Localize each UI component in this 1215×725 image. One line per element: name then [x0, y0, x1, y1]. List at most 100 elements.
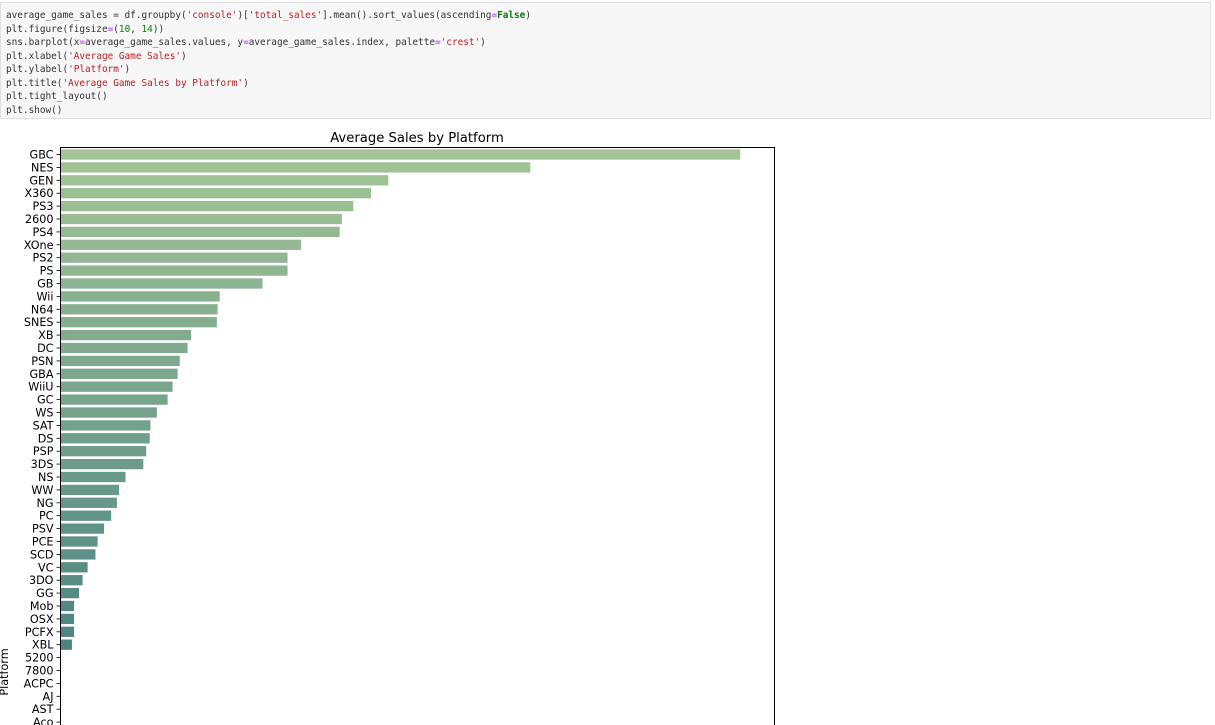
plot-frame [60, 147, 775, 725]
bars-group [60, 149, 741, 650]
code-line: sns.barplot(x=average_game_sales.values,… [6, 36, 1205, 50]
bar-3do [60, 575, 83, 586]
y-tick-label: NG [36, 497, 53, 510]
code-token: 'Average Game Sales by Platform' [62, 77, 244, 89]
y-axis-ticks: GBCNESGENX360PS32600PS4XOnePS2PSGBWiiN64… [24, 149, 61, 725]
code-token: 'Average Game Sales' [68, 50, 181, 62]
code-token: = [243, 37, 249, 48]
y-tick-label: AJ [43, 690, 54, 703]
y-tick-label: Aco [33, 716, 54, 725]
y-tick-label: GC [37, 394, 54, 407]
y-tick-label: PCFX [25, 626, 54, 639]
y-tick-label: PS [40, 265, 54, 278]
bar-gen [60, 175, 389, 186]
bar-nes [60, 162, 531, 173]
code-line: plt.xlabel('Average Game Sales') [6, 50, 1205, 64]
bar-snes [60, 317, 217, 328]
y-tick-label: WW [31, 484, 53, 497]
code-token: = [491, 10, 498, 21]
y-tick-label: 7800 [25, 665, 53, 678]
bar-xone [60, 239, 302, 250]
code-token: 'console' [186, 10, 238, 21]
y-tick-label: GBC [30, 149, 54, 162]
y-tick-label: XB [38, 329, 53, 342]
bar-gg [60, 587, 80, 599]
code-line: plt.ylabel('Platform') [6, 63, 1205, 77]
y-tick-label: PC [39, 510, 54, 523]
y-tick-label: AST [32, 703, 54, 716]
y-tick-label: NS [38, 471, 53, 484]
code-line: plt.figure(figsize=(10, 14)) [6, 23, 1205, 37]
y-tick-label: PSN [31, 355, 53, 368]
code-token: ) [243, 77, 249, 89]
code-token: = [435, 37, 441, 48]
y-tick-label: XOne [24, 239, 54, 252]
y-tick-label: PS2 [33, 252, 54, 265]
bar-2600 [60, 213, 342, 225]
bar-ng [60, 497, 117, 508]
bar-xb [60, 329, 192, 341]
bar-psp [60, 446, 147, 457]
bar-wii [60, 291, 220, 302]
code-token: )) [152, 23, 165, 35]
code-token: plt.ylabel( [6, 64, 69, 75]
y-tick-label: PSV [32, 523, 54, 536]
y-tick-label: PSP [33, 445, 54, 458]
code-token: average_game_sales = df.groupby( [6, 10, 187, 21]
code-line: average_game_sales = df.groupby('console… [6, 9, 1205, 23]
code-token: 'crest' [440, 37, 481, 48]
bar-ps3 [60, 200, 354, 212]
y-tick-label: OSX [30, 613, 54, 626]
code-token: 10 [118, 23, 131, 35]
bar-ns [60, 471, 126, 483]
bar-scd [60, 549, 96, 560]
bar-gba [60, 368, 178, 379]
y-tick-label: GB [37, 278, 53, 291]
bar-gbc [60, 149, 741, 160]
code-cell[interactable]: average_game_sales = df.groupby('console… [0, 2, 1211, 119]
code-editor[interactable]: average_game_sales = df.groupby('console… [6, 9, 1205, 117]
bar-3ds [60, 458, 144, 470]
y-tick-label: PS4 [33, 226, 54, 239]
y-tick-label: PCE [32, 536, 54, 549]
code-token: plt.show() [6, 104, 63, 116]
y-tick-label: DC [37, 342, 54, 355]
code-token: sns.barplot(x [6, 37, 80, 48]
code-token: plt.figure(figsize [6, 23, 108, 35]
bar-ps [60, 265, 288, 276]
code-token: False [497, 10, 526, 21]
y-tick-label: SNES [24, 316, 54, 329]
code-token: average_game_sales.values, y [85, 37, 244, 48]
bar-psn [60, 355, 180, 367]
code-line: plt.show() [6, 104, 1205, 118]
code-token: average_game_sales.index, palette [248, 37, 435, 48]
y-tick-label: GBA [30, 368, 54, 381]
chart-title: Average Sales by Platform [330, 131, 504, 146]
y-tick-label: WS [35, 407, 53, 420]
y-tick-label: 5200 [25, 652, 53, 665]
y-tick-label: 3DS [31, 458, 54, 471]
y-tick-label: GG [36, 587, 53, 600]
bar-pce [60, 536, 98, 547]
y-tick-label: Wii [36, 290, 53, 303]
bar-x360 [60, 188, 372, 199]
code-token: plt.xlabel( [6, 50, 69, 62]
bar-pc [60, 510, 112, 521]
y-tick-label: SCD [30, 548, 54, 561]
code-token: ) [480, 37, 486, 48]
code-token: plt.tight_layout() [6, 91, 108, 102]
bar-dc [60, 342, 188, 354]
code-token: = [107, 23, 114, 35]
bar-n64 [60, 304, 218, 315]
y-tick-label: N64 [31, 303, 54, 316]
code-token: 'Platform' [68, 64, 125, 75]
y-tick-label: WiiU [28, 381, 53, 394]
code-token: = [79, 37, 86, 48]
code-token: ( [113, 23, 119, 35]
bar-gb [60, 278, 263, 289]
bar-psv [60, 523, 105, 534]
bar-ww [60, 484, 120, 496]
bar-gc [60, 394, 168, 405]
bar-ps2 [60, 252, 288, 263]
bar-vc [60, 562, 88, 573]
